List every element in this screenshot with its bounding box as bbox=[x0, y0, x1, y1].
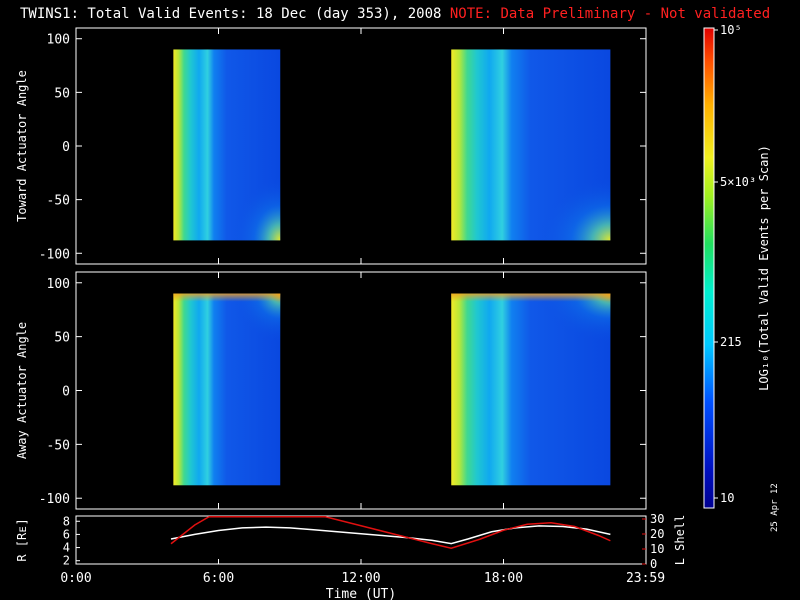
y-tick-label: 100 bbox=[47, 277, 70, 292]
colorbar-tick-label: 10 bbox=[720, 491, 734, 505]
colorbar-tick-label: 10⁵ bbox=[720, 23, 742, 37]
heatmap-hotspot bbox=[514, 154, 611, 241]
y-tick-right-label: 10 bbox=[650, 542, 664, 556]
heatmap-hotspot bbox=[216, 154, 281, 241]
y-tick-label: -50 bbox=[47, 194, 70, 209]
y-tick-right-label: 20 bbox=[650, 527, 664, 541]
date-stamp: 25 Apr 12 bbox=[770, 483, 780, 532]
y-tick-label: -50 bbox=[47, 438, 70, 453]
y-right-label: L Shell bbox=[673, 515, 687, 566]
y-tick-right-label: 0 bbox=[650, 557, 657, 571]
heatmap-panel-1: 100 50 0 -50 -100 Toward Actuator Angle bbox=[15, 27, 647, 265]
preliminary-note: NOTE: Data Preliminary - Not validated bbox=[449, 6, 771, 22]
y-tick-label: -100 bbox=[39, 247, 70, 262]
x-tick-label: 6:00 bbox=[203, 571, 234, 586]
y-axis-label: Away Actuator Angle bbox=[15, 322, 29, 459]
y-tick-left-label: 6 bbox=[63, 527, 70, 541]
y-tick-left-label: 8 bbox=[63, 514, 70, 528]
y-axis-label: Toward Actuator Angle bbox=[15, 70, 29, 222]
x-tick-label: 23:59 bbox=[626, 571, 665, 586]
colorbar bbox=[703, 27, 715, 509]
heatmap-block bbox=[173, 293, 281, 486]
y-tick-right-label: 30 bbox=[650, 512, 664, 526]
heatmap-panel-2: 100 50 0 -50 -100 Away Actuator Angle bbox=[15, 271, 647, 510]
x-tick-label: 18:00 bbox=[484, 571, 523, 586]
heatmap-top-edge bbox=[451, 293, 611, 302]
heatmap-block bbox=[451, 49, 611, 241]
r-series-line bbox=[170, 525, 611, 545]
y-tick-label: 50 bbox=[54, 331, 70, 346]
colorbar-label: LOG₁₀(Total Valid Events per Scan) bbox=[757, 145, 771, 391]
y-tick-label: 0 bbox=[62, 140, 70, 155]
colorbar-tick-label: 215 bbox=[720, 335, 742, 349]
y-tick-label: 0 bbox=[62, 385, 70, 400]
heatmap-hotspot bbox=[514, 293, 611, 361]
orbit-panel-frame bbox=[75, 515, 647, 565]
x-axis-label: Time (UT) bbox=[326, 587, 396, 600]
y-left-label: R [Rᴇ] bbox=[15, 518, 29, 561]
heatmap-top-edge bbox=[173, 293, 281, 302]
y-tick-left-label: 2 bbox=[63, 554, 70, 568]
l-shell-series-line bbox=[170, 516, 611, 550]
y-tick-left-label: 4 bbox=[63, 541, 70, 555]
heatmap-block bbox=[173, 49, 281, 241]
heatmap-block bbox=[451, 293, 611, 486]
colorbar-tick-label: 5×10³ bbox=[720, 175, 756, 189]
y-tick-label: 50 bbox=[54, 86, 70, 101]
chart-title-main: TWINS1: Total Valid Events: 18 Dec (day … bbox=[20, 6, 442, 22]
heatmap-hotspot bbox=[216, 293, 281, 361]
x-tick-label: 0:00 bbox=[60, 571, 91, 586]
chart-title: TWINS1: Total Valid Events: 18 Dec (day … bbox=[20, 6, 770, 22]
y-tick-label: -100 bbox=[39, 492, 70, 507]
y-tick-label: 100 bbox=[47, 33, 70, 48]
x-tick-label: 12:00 bbox=[341, 571, 380, 586]
